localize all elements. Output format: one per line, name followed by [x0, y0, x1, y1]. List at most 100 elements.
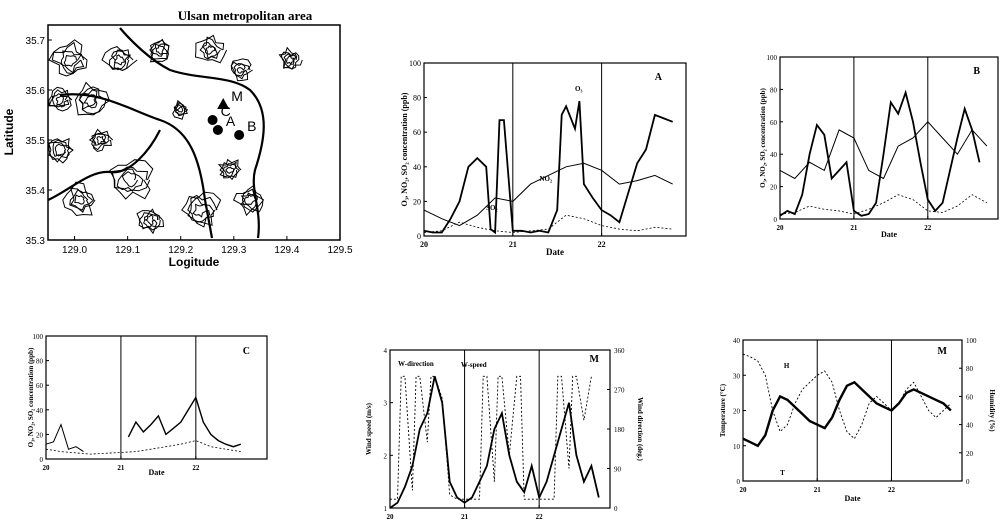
plot-frame [389, 349, 611, 509]
map-contour-line [48, 137, 74, 164]
y-tick-label: 20 [770, 184, 778, 192]
y-tick-label: 20 [36, 431, 44, 439]
y2-tick-label: 100 [966, 337, 977, 345]
map-x-tick-label: 129.2 [168, 245, 193, 256]
x-tick-label: 20 [777, 224, 785, 232]
map-x-label: Logitude [169, 255, 220, 269]
y-tick-label: 100 [767, 54, 778, 62]
x-tick-label: 21 [509, 240, 517, 249]
series-annotation: NO₂ [539, 175, 552, 183]
x-tick-label: 22 [536, 513, 544, 520]
y-tick-label: 0 [417, 232, 421, 241]
y2-tick-label: 0 [614, 505, 618, 513]
map-x-tick-label: 129.3 [221, 245, 246, 256]
map-contour-line [194, 34, 228, 64]
y-axis-label: O₃, NO₂, SO₂ concentration (ppb) [759, 88, 767, 188]
y-tick-label: 40 [770, 151, 778, 159]
map-contour-line [51, 93, 69, 108]
y2-tick-label: 60 [966, 393, 974, 401]
map-contour-line [243, 193, 257, 205]
map-contour-line [54, 143, 67, 157]
y2-tick-label: 80 [966, 365, 974, 373]
map-contour-line [201, 41, 218, 60]
x-tick-label: 21 [461, 513, 469, 520]
map-marker-dot [207, 115, 218, 125]
map-y-ticks: 35.7 35.6 35.5 35.4 35.3 [26, 36, 52, 247]
map-marker-dot [234, 130, 245, 140]
map-contour-line [74, 194, 85, 205]
series-line-1 [127, 395, 242, 448]
panel-letter: M [938, 346, 948, 357]
y-axis-label: O₃, NO₂, SO₂ concentration (ppb) [27, 347, 35, 447]
map-contour-line [109, 159, 154, 200]
series-line-2 [45, 440, 241, 455]
x-tick-label: 22 [192, 464, 200, 472]
x-axis-label: Date [546, 247, 564, 257]
map-y-tick-label: 35.3 [26, 236, 46, 247]
y2-tick-label: 360 [614, 347, 625, 355]
y-tick-label: 0 [40, 456, 44, 464]
map-contour-line [138, 208, 161, 231]
y-tick-label: 0 [774, 216, 778, 224]
map-contour-line [70, 189, 90, 211]
map-contour-line [116, 168, 144, 192]
map-contour-line [280, 51, 300, 70]
map-x-tick-label: 129.5 [327, 245, 352, 256]
x-tick-label: 22 [924, 224, 932, 232]
map-contour-line [60, 50, 83, 74]
y-tick-label: 80 [413, 94, 421, 103]
y-tick-label: 80 [36, 358, 44, 366]
y-tick-label: 20 [733, 408, 741, 416]
plot-frame [423, 62, 687, 237]
y-tick-label: 1 [384, 505, 388, 513]
series-line-1 [779, 121, 988, 180]
map-contour-line [48, 89, 73, 108]
map-title: Ulsan metropolitan area [178, 8, 313, 23]
map-contour-line [241, 188, 265, 213]
map-contour-line [113, 54, 126, 66]
y-tick-label: 40 [36, 407, 44, 415]
x-axis-label: Date [845, 494, 861, 503]
map-contour-line [152, 43, 168, 57]
map-frame [47, 24, 341, 241]
series-annotation: H [784, 362, 790, 370]
map-contour-line [62, 181, 95, 217]
map-contour-line [78, 89, 98, 110]
y-tick-label: 20 [413, 197, 421, 206]
series-line-1 [742, 353, 952, 440]
map-boundary-line [119, 27, 265, 239]
map-contour-line [225, 166, 235, 174]
map-contour-line [121, 171, 139, 188]
series-annotation: T [780, 469, 785, 477]
panel-letter: C [243, 346, 250, 357]
map-contour-line [108, 49, 132, 72]
y2-axis-label: Humidity (%) [988, 389, 996, 432]
map-x-tick-label: 129.4 [274, 245, 299, 256]
map-contour-line [48, 138, 74, 163]
plot-frame [45, 335, 268, 460]
series-line-2 [423, 214, 673, 233]
x-tick-label: 20 [740, 486, 748, 494]
map-contour-line [63, 55, 78, 67]
y-tick-label: 100 [409, 59, 421, 68]
series-line-0 [45, 423, 84, 453]
x-axis-label: Date [881, 230, 897, 239]
map-boundaries [47, 27, 265, 239]
y2-tick-label: 40 [966, 422, 974, 430]
series-line-2 [779, 194, 988, 215]
y-tick-label: 3 [384, 400, 388, 408]
map-marker-label: M [231, 88, 243, 104]
map-y-tick-label: 35.5 [26, 136, 46, 147]
y-tick-label: 60 [413, 128, 421, 137]
x-tick-label: 22 [888, 486, 896, 494]
y2-axis-label: Wind direction (deg.) [636, 397, 644, 461]
map-x-tick-label: 129.1 [115, 245, 140, 256]
y-tick-label: 2 [384, 452, 388, 460]
x-tick-label: 20 [387, 513, 395, 520]
y-tick-label: 40 [733, 337, 741, 345]
map-contour-line [55, 95, 65, 106]
y-axis-label: O₃, NO₂, SO₂ concentration (ppb) [400, 92, 409, 206]
map-y-tick-label: 35.6 [26, 86, 46, 97]
